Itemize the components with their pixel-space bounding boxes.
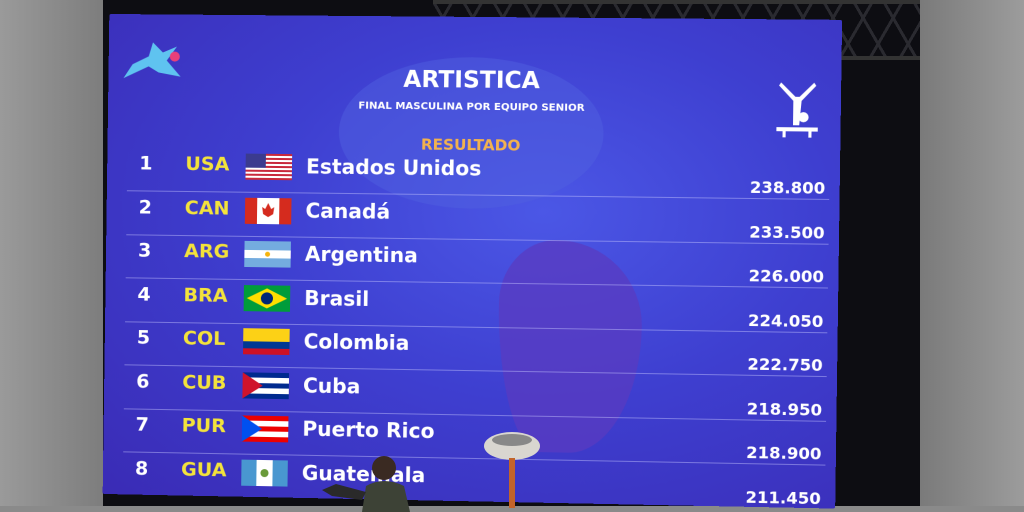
flag-arg-icon xyxy=(244,240,291,268)
country-name: Canadá xyxy=(305,197,391,224)
stage-lamp xyxy=(484,432,540,508)
team-score: 218.900 xyxy=(745,442,822,464)
event-title: ARTISTICA xyxy=(403,66,541,95)
country-code: GUA xyxy=(180,457,227,481)
result-row: 1 USA Estados Unidos 238.800 xyxy=(126,148,830,200)
flag-col-icon xyxy=(243,328,290,356)
team-score: 226.000 xyxy=(748,266,825,287)
team-score: 238.800 xyxy=(749,177,826,198)
country-name: Estados Unidos xyxy=(305,154,482,181)
rank: 8 xyxy=(134,457,149,480)
team-score: 211.450 xyxy=(745,486,821,508)
gray-border-right xyxy=(920,0,1024,506)
country-name: Argentina xyxy=(304,241,419,268)
rank: 1 xyxy=(139,152,153,175)
result-row: 2 CAN Canadá 233.500 xyxy=(126,191,830,245)
country-name: Colombia xyxy=(303,329,410,355)
person-silhouette xyxy=(322,456,410,512)
country-code: CUB xyxy=(182,370,227,394)
flag-can-icon xyxy=(244,197,292,224)
result-row: 7 PUR Puerto Rico 218.900 xyxy=(123,409,827,466)
flag-gua-icon xyxy=(241,459,288,487)
rank: 3 xyxy=(137,239,152,262)
flag-cub-icon xyxy=(242,371,290,399)
country-name: Puerto Rico xyxy=(302,416,435,444)
gray-border-left xyxy=(0,0,103,506)
country-code: COL xyxy=(182,327,226,350)
team-score: 222.750 xyxy=(747,354,823,375)
result-row: 4 BRA Brasil 224.050 xyxy=(125,278,828,333)
result-row: 6 CUB Cuba 218.950 xyxy=(123,365,827,422)
rank: 4 xyxy=(137,282,151,306)
team-score: 233.500 xyxy=(749,221,825,243)
rank: 5 xyxy=(136,326,151,349)
country-code: CAN xyxy=(184,196,230,220)
scoreboard-screen: ARTISTICA FINAL MASCULINA POR EQUIPO SEN… xyxy=(102,14,843,509)
rank: 6 xyxy=(136,370,150,393)
country-code: ARG xyxy=(183,240,230,263)
result-row: 3 ARG Argentina 226.000 xyxy=(125,235,829,289)
mascot-logo-icon xyxy=(123,42,181,79)
rank: 7 xyxy=(135,413,150,436)
country-name: Brasil xyxy=(304,285,370,311)
team-score: 218.950 xyxy=(746,398,823,420)
country-code: PUR xyxy=(181,414,227,438)
flag-bra-icon xyxy=(243,284,291,312)
country-code: USA xyxy=(185,152,230,176)
team-score: 224.050 xyxy=(747,310,824,331)
result-row: 8 GUA Guatemala 211.450 xyxy=(122,452,826,509)
country-code: BRA xyxy=(183,283,228,307)
country-name: Cuba xyxy=(302,372,361,398)
rank: 2 xyxy=(138,195,153,219)
gymnastics-pictogram-icon xyxy=(776,82,818,138)
flag-pur-icon xyxy=(241,415,289,443)
flag-usa-icon xyxy=(245,153,293,181)
result-row: 5 COL Colombia 222.750 xyxy=(124,322,828,378)
